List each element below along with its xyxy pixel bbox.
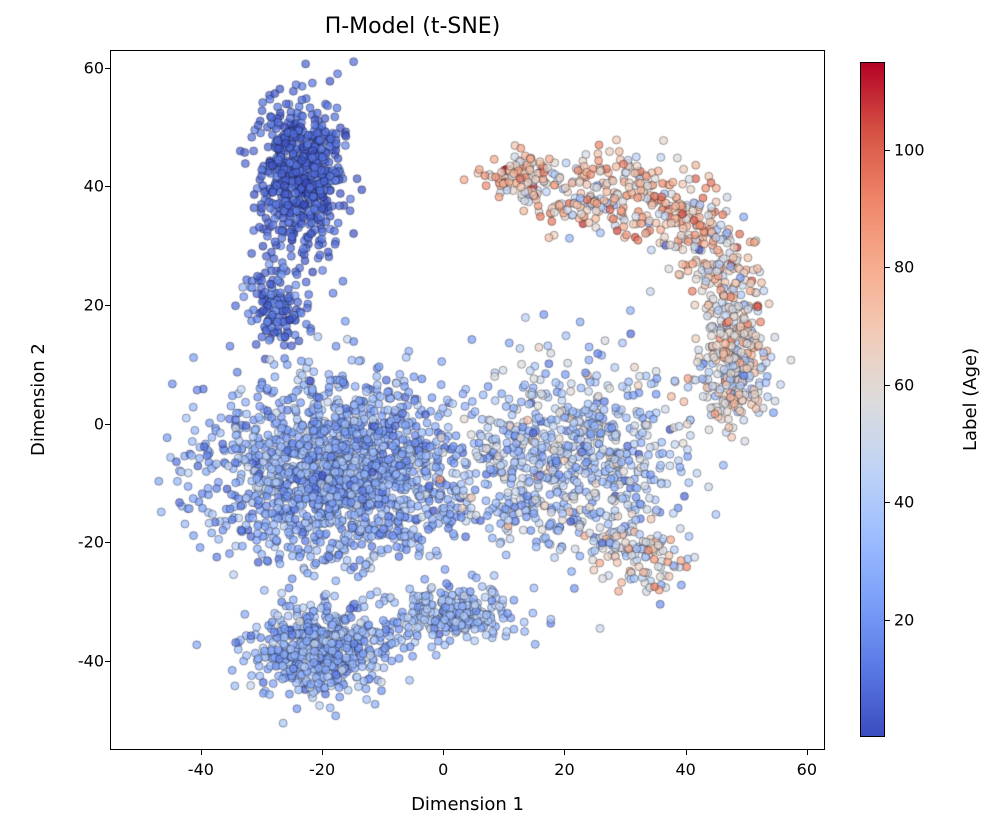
x-tick-mark — [201, 750, 202, 755]
y-tick-label: 0 — [44, 414, 104, 433]
x-tick-label: 40 — [675, 760, 695, 779]
y-tick-mark — [105, 186, 110, 187]
y-tick-mark — [105, 661, 110, 662]
colorbar-tick-mark — [885, 150, 890, 151]
x-tick-label: -40 — [188, 760, 214, 779]
y-tick-label: 20 — [44, 296, 104, 315]
x-tick-mark — [807, 750, 808, 755]
y-tick-mark — [105, 542, 110, 543]
y-axis-label: Dimension 2 — [28, 50, 49, 750]
colorbar-tick-label: 60 — [894, 375, 914, 394]
x-tick-label: -20 — [309, 760, 335, 779]
y-tick-label: 60 — [44, 58, 104, 77]
y-tick-mark — [105, 68, 110, 69]
chart-title: Π-Model (t-SNE) — [0, 14, 825, 39]
colorbar-tick-mark — [885, 502, 890, 503]
tsne-scatter-chart: Π-Model (t-SNE) Dimension 1 Dimension 2 … — [0, 0, 998, 829]
colorbar-tick-mark — [885, 620, 890, 621]
colorbar-tick-mark — [885, 385, 890, 386]
y-tick-mark — [105, 305, 110, 306]
colorbar-tick-label: 20 — [894, 610, 914, 629]
y-tick-label: 40 — [44, 177, 104, 196]
colorbar-tick-mark — [885, 267, 890, 268]
colorbar-tick-label: 100 — [894, 141, 925, 160]
x-axis-label: Dimension 1 — [110, 794, 825, 815]
x-tick-mark — [564, 750, 565, 755]
x-tick-mark — [322, 750, 323, 755]
y-tick-label: -20 — [44, 533, 104, 552]
colorbar-tick-label: 40 — [894, 493, 914, 512]
x-tick-label: 0 — [438, 760, 448, 779]
y-tick-mark — [105, 424, 110, 425]
x-tick-mark — [686, 750, 687, 755]
colorbar — [860, 62, 885, 737]
scatter-canvas — [111, 51, 826, 751]
colorbar-tick-label: 80 — [894, 258, 914, 277]
x-tick-label: 60 — [797, 760, 817, 779]
x-tick-label: 20 — [554, 760, 574, 779]
y-tick-label: -40 — [44, 652, 104, 671]
colorbar-label: Label (Age) — [960, 62, 981, 737]
plot-area — [110, 50, 825, 750]
x-tick-mark — [443, 750, 444, 755]
